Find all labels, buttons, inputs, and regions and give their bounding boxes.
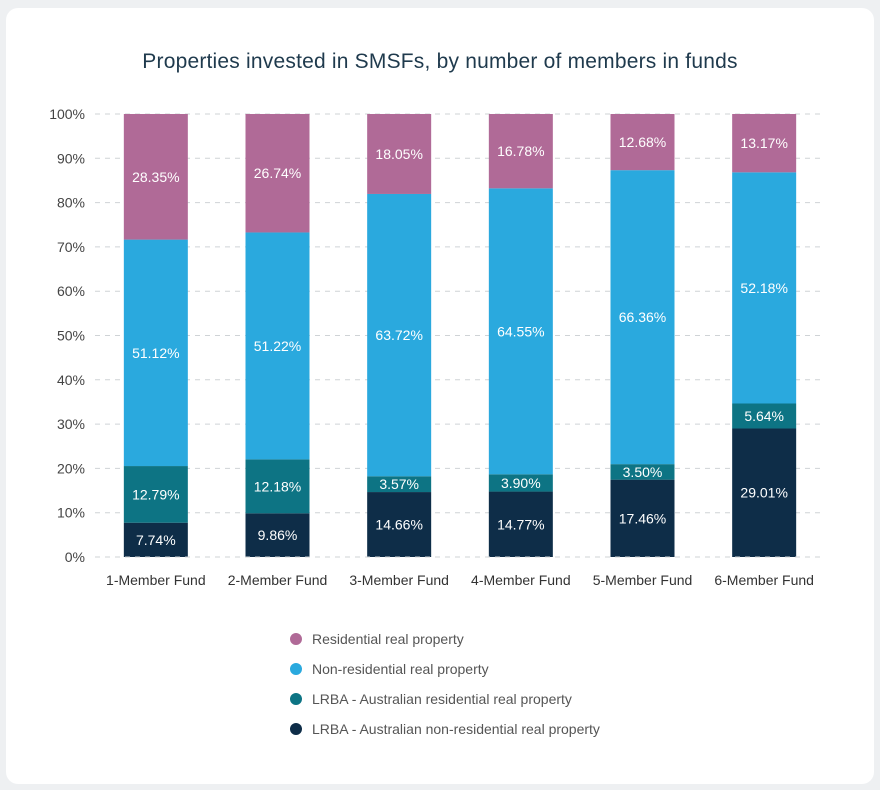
bar-segment [610, 479, 675, 557]
data-label: 26.74% [254, 165, 301, 181]
data-label: 63.72% [375, 327, 422, 343]
legend-item: Non-residential real property [290, 654, 600, 684]
data-label: 3.90% [501, 475, 541, 491]
data-label: 17.46% [619, 510, 666, 526]
y-axis: 0% 10% 20% 30% 40% 50% 60% 70% 80% 90% 100% [49, 106, 85, 565]
legend-label: LRBA - Australian non-residential real p… [312, 721, 600, 737]
y-tick-label: 50% [57, 328, 85, 344]
data-label: 52.18% [740, 280, 787, 296]
y-tick-label: 70% [57, 239, 85, 255]
gridlines [95, 113, 825, 558]
y-tick-label: 90% [57, 150, 85, 166]
data-label: 7.74% [136, 532, 176, 548]
bar-segment [245, 114, 310, 233]
bar-segment [732, 403, 797, 429]
legend-item: LRBA - Australian non-residential real p… [290, 714, 600, 744]
bar-segment [610, 114, 675, 171]
bar-segment [123, 239, 188, 467]
data-label: 9.86% [258, 527, 298, 543]
data-label: 12.18% [254, 478, 301, 494]
data-label: 51.22% [254, 338, 301, 354]
x-tick-label: 1-Member Fund [106, 572, 206, 588]
bar-segment [367, 476, 432, 493]
data-label: 12.68% [619, 134, 666, 150]
bar-segment [488, 114, 553, 189]
x-tick-label: 2-Member Fund [228, 572, 328, 588]
bar-segment [732, 428, 797, 557]
bar-segment [732, 114, 797, 173]
data-label: 3.50% [623, 464, 663, 480]
legend-label: LRBA - Australian residential real prope… [312, 691, 572, 707]
legend-label: Residential real property [312, 631, 464, 647]
legend-item: Residential real property [290, 624, 600, 654]
bar-segment [488, 188, 553, 475]
bar-segment [123, 466, 188, 523]
bar-segment [245, 459, 310, 514]
bar-segment [123, 114, 188, 240]
data-label: 16.78% [497, 143, 544, 159]
bar-segment [488, 474, 553, 492]
bar-segment [732, 172, 797, 404]
legend-swatch [290, 723, 302, 735]
bar-segment [488, 491, 553, 557]
legend-swatch [290, 693, 302, 705]
y-tick-label: 100% [49, 106, 85, 122]
data-label: 5.64% [744, 408, 784, 424]
y-tick-label: 20% [57, 460, 85, 476]
legend-label: Non-residential real property [312, 661, 489, 677]
data-label: 14.77% [497, 516, 544, 532]
bar-segment [123, 522, 188, 557]
bar-segment [367, 193, 432, 477]
x-tick-label: 6-Member Fund [714, 572, 814, 588]
data-label: 12.79% [132, 486, 179, 502]
bars: 7.74% 12.79% 51.12% 28.35% 9.86% 12.18% 51.22%… [123, 114, 797, 557]
data-label: 51.12% [132, 345, 179, 361]
y-tick-label: 10% [57, 505, 85, 521]
bar-segment [245, 513, 310, 557]
legend-swatch [290, 663, 302, 675]
data-label: 64.55% [497, 323, 544, 339]
y-tick-label: 80% [57, 195, 85, 211]
legend-item: LRBA - Australian residential real prope… [290, 684, 600, 714]
data-label: 3.57% [379, 476, 419, 492]
x-tick-label: 5-Member Fund [593, 572, 693, 588]
y-tick-label: 40% [57, 372, 85, 388]
bar-segment [367, 492, 432, 557]
bar-segment [367, 114, 432, 194]
x-axis: 1-Member Fund 2-Member Fund 3-Member Fund 4… [95, 556, 825, 588]
bar-segment [245, 232, 310, 460]
y-tick-label: 60% [57, 283, 85, 299]
data-label: 29.01% [740, 485, 787, 501]
data-label: 28.35% [132, 169, 179, 185]
bar-segment [610, 464, 675, 480]
x-tick-label: 4-Member Fund [471, 572, 571, 588]
x-tick-label: 3-Member Fund [349, 572, 449, 588]
legend-swatch [290, 633, 302, 645]
chart-title: Properties invested in SMSFs, by number … [142, 50, 738, 73]
data-label: 66.36% [619, 309, 666, 325]
data-label: 13.17% [740, 135, 787, 151]
data-label: 18.05% [375, 146, 422, 162]
bar-segment [610, 170, 675, 465]
legend: Residential real property Non-residential… [290, 624, 600, 744]
data-label: 14.66% [375, 517, 422, 533]
stacked-bar-chart: 0% 10% 20% 30% 40% 50% 60% 70% 80% 90% 100% 7.74% 1… [49, 106, 825, 588]
y-tick-label: 0% [65, 549, 85, 565]
y-tick-label: 30% [57, 416, 85, 432]
